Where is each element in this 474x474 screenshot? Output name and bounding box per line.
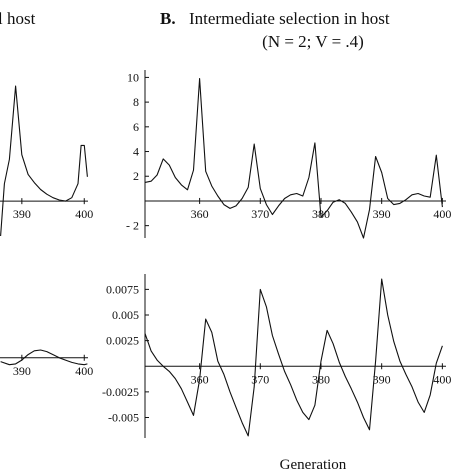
x-tick-label: 370 <box>251 372 269 386</box>
x-axis-label: Generation <box>280 457 347 473</box>
x-tick-label: 390 <box>373 372 391 386</box>
x-tick-label: 380 <box>312 372 330 386</box>
series-line <box>0 85 88 237</box>
x-tick-label: 400 <box>75 364 93 378</box>
x-tick-label: 390 <box>373 207 391 221</box>
y-tick-label: 6 <box>133 120 139 134</box>
x-tick-label: 400 <box>433 207 451 221</box>
x-tick-label: 390 <box>13 207 31 221</box>
left-bottom-plot: 390 400 <box>0 349 93 378</box>
y-tick-label: -0.0025 <box>102 385 139 399</box>
x-tick-label: 400 <box>433 372 451 386</box>
y-tick-label: 0.0075 <box>106 282 139 296</box>
panel-subtitle: (N = 2; V = .4) <box>262 32 364 51</box>
series-line <box>0 349 88 366</box>
x-tick-label: 400 <box>75 207 93 221</box>
y-tick-label: 0.0025 <box>106 334 139 348</box>
y-tick-label: 8 <box>133 95 139 109</box>
y-tick-label: -0.005 <box>108 411 139 425</box>
panel-title: Intermediate selection in host <box>189 9 390 28</box>
y-tick-label: 4 <box>133 145 139 159</box>
x-tick-label: 360 <box>191 207 209 221</box>
left-panel-title-fragment: l host <box>0 9 36 28</box>
x-tick-label: 390 <box>13 364 31 378</box>
left-top-plot: 390 400 <box>0 85 93 237</box>
panel-letter: B. <box>160 9 176 28</box>
y-tick-label: 0.005 <box>112 308 139 322</box>
y-tick-label: - 2 <box>126 219 139 233</box>
right-bottom-plot: 360 370 380 390 400-0.005-0.00250.00250.0050… <box>102 274 451 438</box>
series-line <box>144 78 443 239</box>
y-tick-label: 10 <box>127 70 139 84</box>
y-tick-label: 2 <box>133 169 139 183</box>
x-tick-label: 370 <box>251 207 269 221</box>
series-line <box>144 278 443 437</box>
